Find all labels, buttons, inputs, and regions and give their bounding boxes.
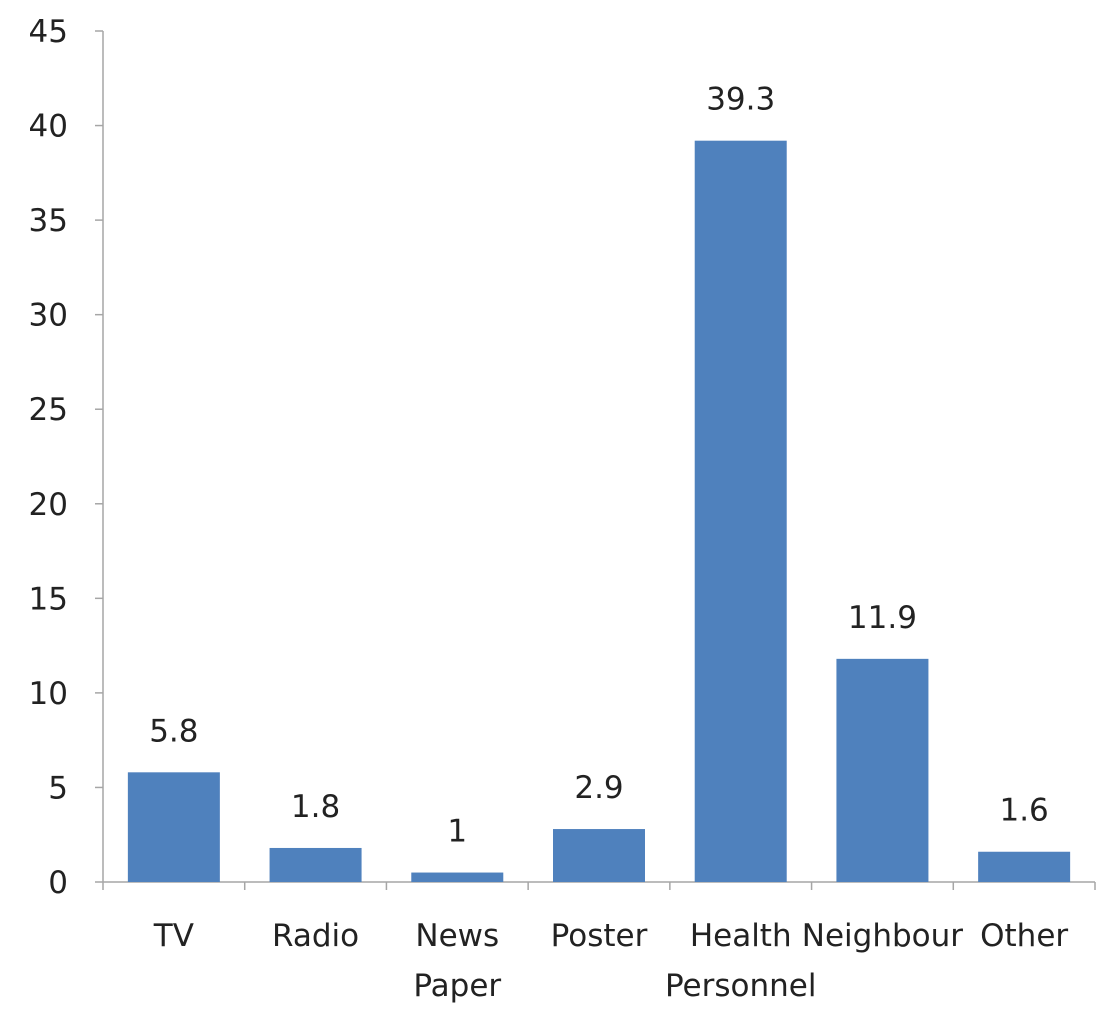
y-tick-label: 25 (29, 392, 68, 428)
data-labels: 5.8 1.8 1 2.9 39.3 11.9 1.6 (149, 82, 1049, 850)
y-tick-label: 0 (48, 865, 68, 901)
bar (694, 140, 787, 882)
data-label: 11.9 (848, 600, 917, 636)
y-tick-label: 45 (29, 14, 68, 50)
data-label: 1 (447, 814, 467, 850)
x-tick-label-line: Poster (551, 918, 648, 954)
y-axis: 0 5 10 15 20 25 30 35 40 45 (29, 14, 104, 901)
data-label: 1.6 (999, 793, 1048, 829)
x-tick-label-line: TV (153, 918, 194, 954)
data-label: 5.8 (149, 713, 198, 749)
x-tick-label-line: Neighbour (802, 918, 963, 954)
x-tick-label-line: Health (690, 918, 792, 954)
bar (411, 872, 504, 882)
data-label: 39.3 (706, 82, 775, 118)
bar (553, 829, 645, 882)
x-tick-label: Health Personnel (665, 918, 817, 1004)
x-tick-label: TV (153, 918, 194, 954)
y-tick-label: 40 (29, 109, 68, 145)
y-tick-label: 10 (29, 676, 68, 712)
x-tick-label: Neighbour (802, 918, 963, 954)
y-tick-label: 15 (29, 581, 68, 617)
bar (127, 772, 220, 882)
x-axis (102, 881, 1096, 890)
x-tick-label: Poster (551, 918, 648, 954)
bar (978, 851, 1071, 882)
bars (127, 140, 1071, 882)
bar (836, 658, 929, 882)
y-tick-label: 20 (29, 487, 68, 523)
y-tick-label: 35 (29, 203, 68, 239)
x-tick-label: Radio (272, 918, 359, 954)
data-label: 1.8 (291, 789, 340, 825)
x-tick-label-line: Radio (272, 918, 359, 954)
x-tick-label: Other (980, 918, 1068, 954)
x-tick-label-line: News (415, 918, 499, 954)
y-tick-label: 30 (29, 298, 68, 334)
x-tick-label-line: Personnel (665, 968, 817, 1004)
x-tick-label-line: Paper (413, 968, 501, 1004)
y-tick-label: 5 (48, 770, 68, 806)
bar (269, 847, 362, 882)
category-labels: TV Radio News Paper Poster Health Personnel Nei… (153, 918, 1069, 1004)
x-tick-label-line: Other (980, 918, 1068, 954)
data-label: 2.9 (574, 770, 623, 806)
x-tick-label: News Paper (413, 918, 501, 1004)
